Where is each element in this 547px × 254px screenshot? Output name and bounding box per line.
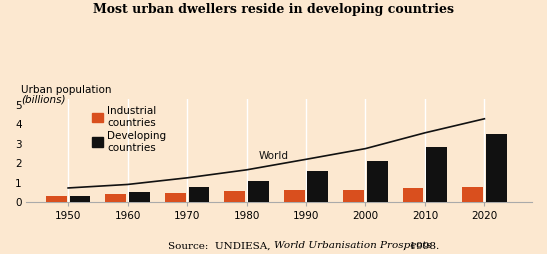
Bar [165,193,185,202]
Text: Source:  UNDIESA,: Source: UNDIESA, [168,241,274,250]
Bar [129,192,150,202]
Bar [69,196,90,202]
Bar [284,190,305,202]
Bar [486,134,507,202]
Text: World: World [258,151,288,161]
Bar [343,189,364,202]
Text: (billions): (billions) [21,95,66,105]
Bar [105,194,126,202]
Bar [46,196,67,202]
Legend: Industrial
countries, Developing
countries: Industrial countries, Developing countri… [92,106,166,152]
Text: Urban population: Urban population [21,86,112,96]
Text: Most urban dwellers reside in developing countries: Most urban dwellers reside in developing… [93,3,454,15]
Bar [427,147,447,202]
Bar [189,187,210,202]
Bar [367,161,388,202]
Text: World Urbanisation Prospects: World Urbanisation Prospects [274,241,431,250]
Bar [403,188,423,202]
Bar [307,171,328,202]
Bar [462,187,483,202]
Bar [248,181,269,202]
Text: , 1998.: , 1998. [403,241,439,250]
Bar [224,191,245,202]
